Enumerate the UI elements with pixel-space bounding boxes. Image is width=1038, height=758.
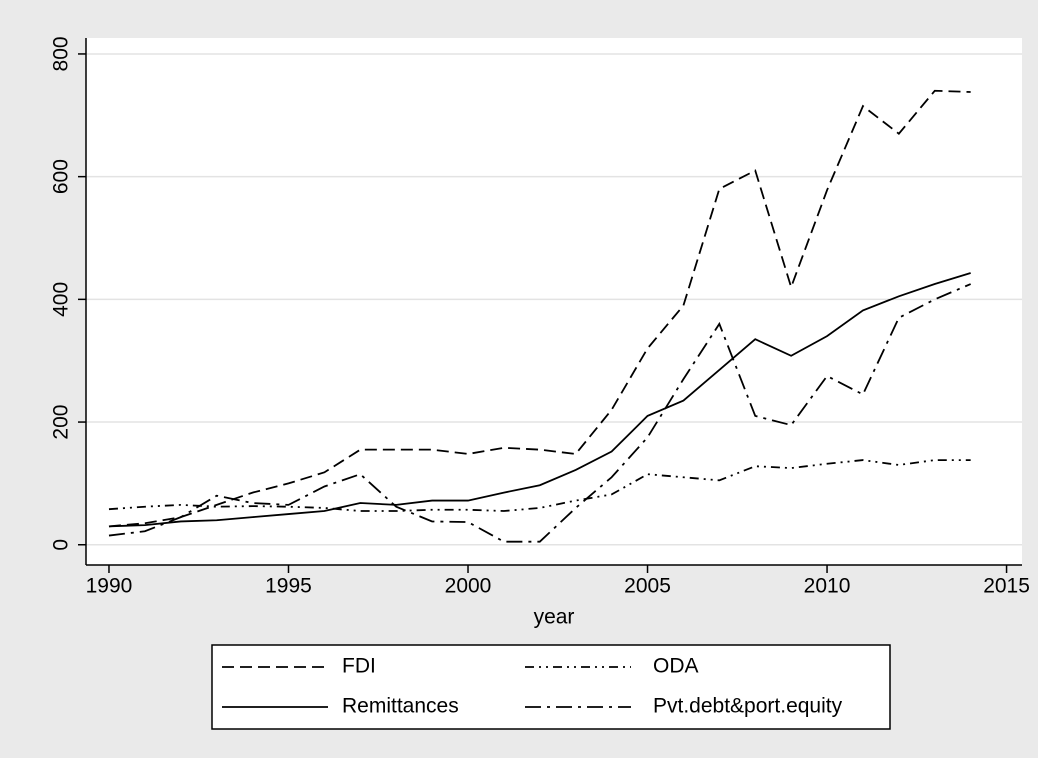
- y-tick-label: 800: [50, 36, 73, 71]
- y-tick-label: 400: [50, 282, 73, 317]
- x-axis-label: year: [534, 606, 575, 629]
- x-tick-label: 2010: [804, 575, 851, 598]
- legend-label: Remittances: [342, 695, 459, 718]
- grid: [86, 53, 1022, 546]
- plot-area: [86, 38, 1022, 565]
- x-tick-label: 2005: [624, 575, 671, 598]
- y-tick-label: 0: [50, 539, 73, 551]
- series-line: [108, 89, 971, 528]
- x-tick-label: 2015: [983, 575, 1030, 598]
- x-tick-label: 1990: [86, 575, 133, 598]
- series-line: [108, 459, 971, 512]
- lines: [108, 89, 972, 543]
- legend: [211, 644, 891, 730]
- y-tick-label: 600: [50, 159, 73, 194]
- legend-label: Pvt.debt&port.equity: [653, 695, 843, 718]
- x-tick-label: 1995: [265, 575, 312, 598]
- legend-label: FDI: [342, 655, 376, 678]
- legend-label: ODA: [653, 655, 699, 678]
- series-line: [108, 283, 972, 543]
- series-line: [108, 272, 971, 528]
- x-tick-label: 2000: [445, 575, 492, 598]
- y-tick-label: 200: [50, 405, 73, 440]
